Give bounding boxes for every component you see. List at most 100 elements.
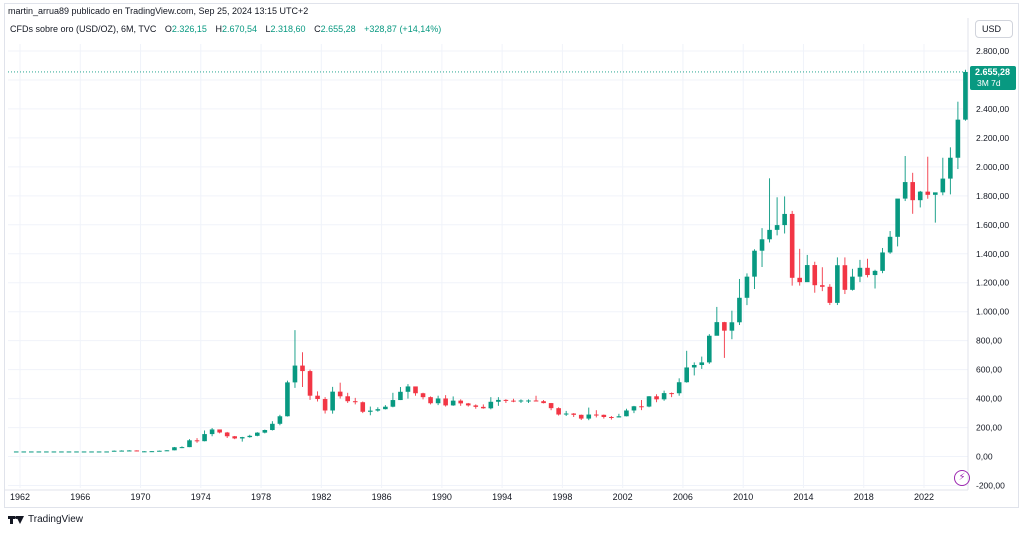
candle-body — [714, 322, 720, 336]
candle-body — [194, 440, 200, 442]
candle-body — [413, 386, 418, 394]
candle — [89, 451, 94, 453]
candle-body — [217, 429, 222, 433]
time-tick-label: 2006 — [673, 492, 693, 502]
candle-body — [202, 434, 207, 442]
candle-body — [255, 432, 260, 436]
candle-body — [722, 322, 727, 331]
candle — [119, 450, 124, 452]
candle-body — [89, 451, 94, 453]
candle-body — [322, 399, 328, 411]
candle — [435, 395, 441, 406]
flash-icon[interactable]: ⚡ — [954, 470, 970, 486]
candle — [511, 398, 516, 403]
time-tick-label: 1990 — [432, 492, 452, 502]
time-tick-label: 1962 — [10, 492, 30, 502]
candle — [164, 450, 170, 452]
candle-body — [285, 382, 290, 417]
candle — [887, 231, 893, 254]
candle — [774, 197, 780, 236]
candle — [285, 380, 290, 417]
price-tick-label: 2.200,00 — [976, 133, 1009, 143]
candle — [337, 382, 343, 399]
candle-body — [850, 276, 855, 290]
candle-body — [44, 451, 49, 453]
candle-body — [337, 391, 343, 397]
symbol-name[interactable]: CFDs sobre oro (USD/OZ), 6M, TVC — [10, 24, 157, 34]
candle — [398, 387, 403, 401]
candle-body — [496, 399, 501, 402]
candle-body — [948, 157, 953, 179]
last-price-badge — [970, 65, 1016, 90]
candle — [29, 451, 34, 453]
candle-body — [737, 297, 742, 323]
currency-button[interactable]: USD — [975, 20, 1013, 38]
candle-body — [36, 451, 42, 453]
candle-body — [759, 239, 765, 251]
candle — [443, 395, 448, 407]
candle-body — [744, 276, 750, 298]
time-tick-label: 1978 — [251, 492, 271, 502]
time-tick-label: 2022 — [914, 492, 934, 502]
candle — [413, 386, 418, 396]
candle-body — [887, 236, 893, 253]
candle — [782, 196, 787, 234]
candle — [51, 451, 57, 453]
candle-body — [789, 213, 795, 278]
tradingview-logo-icon[interactable] — [8, 515, 24, 525]
candle-body — [134, 450, 140, 452]
price-tick-label: 1.400,00 — [976, 249, 1009, 259]
candle-body — [390, 400, 396, 407]
candle-body — [541, 401, 546, 404]
candle — [646, 396, 652, 408]
low-label: L — [265, 24, 271, 34]
candle-body — [66, 451, 72, 453]
candle-body — [149, 451, 155, 453]
candle-body — [767, 229, 772, 240]
candle-body — [518, 400, 524, 402]
candle-body — [556, 408, 561, 415]
footer: TradingView — [8, 514, 83, 525]
candle — [59, 451, 64, 453]
candle — [759, 228, 765, 267]
time-tick-label: 2018 — [854, 492, 874, 502]
candle-body — [142, 451, 147, 453]
candle — [74, 451, 79, 453]
candle-body — [609, 416, 614, 418]
candle-body — [578, 414, 584, 419]
candle-body — [307, 371, 313, 396]
candle — [179, 446, 185, 449]
candle-body — [300, 365, 305, 372]
candle-body — [224, 432, 230, 437]
candle-body — [428, 397, 433, 404]
price-tick-label: 0,00 — [976, 452, 993, 462]
candle-body — [375, 409, 381, 411]
candle — [232, 435, 237, 440]
candle — [488, 397, 494, 410]
candle-body — [368, 410, 373, 412]
candle — [963, 69, 968, 121]
candle — [714, 306, 720, 336]
high-value: 2.670,54 — [221, 24, 257, 34]
candle — [925, 156, 931, 199]
candle — [368, 406, 373, 416]
candle — [797, 248, 802, 286]
candle-body — [571, 413, 576, 415]
candle-body — [669, 393, 674, 395]
time-axis: 1962 1966 1970 1974 1978 1982 1986 1990 1994 1998… — [10, 492, 934, 502]
candle — [691, 362, 697, 376]
change-value: +328,87 (+14,14%) — [364, 24, 442, 34]
candle — [594, 410, 599, 418]
candle — [81, 451, 87, 453]
candle-body — [857, 267, 863, 277]
candle-body — [827, 286, 833, 303]
candle — [247, 434, 253, 438]
candle-body — [503, 399, 509, 401]
candle-body — [345, 396, 350, 402]
candle — [209, 428, 215, 437]
candle — [496, 397, 501, 406]
candle-body — [81, 451, 87, 453]
price-tick-label: -200,00 — [976, 481, 1005, 491]
footer-brand[interactable]: TradingView — [28, 514, 84, 525]
